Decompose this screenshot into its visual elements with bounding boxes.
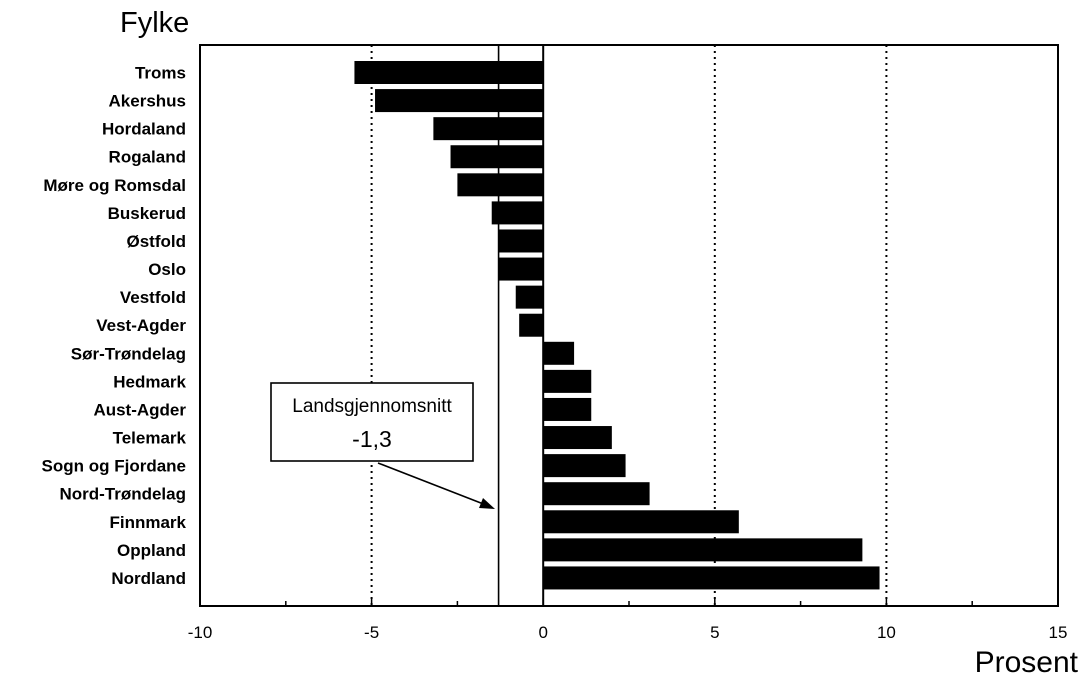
bar bbox=[543, 454, 626, 478]
bar bbox=[450, 145, 544, 169]
bar bbox=[543, 397, 592, 421]
x-tick-label: 15 bbox=[1049, 623, 1068, 642]
bar bbox=[515, 285, 544, 309]
annotation-arrow-head bbox=[479, 498, 495, 509]
bar bbox=[491, 201, 544, 225]
category-label: Akershus bbox=[109, 92, 186, 111]
category-labels: Troms Akershus Hordaland Rogaland Møre og Ro… bbox=[42, 64, 187, 588]
bar bbox=[543, 538, 863, 562]
category-label: Telemark bbox=[113, 429, 187, 448]
category-label: Oppland bbox=[117, 541, 186, 560]
bar bbox=[498, 229, 544, 253]
category-label: Troms bbox=[135, 64, 186, 83]
x-ticks: -10 -5 0 5 10 15 bbox=[188, 598, 1068, 642]
bar bbox=[543, 566, 880, 590]
category-label: Møre og Romsdal bbox=[43, 176, 186, 195]
category-label: Aust-Agder bbox=[93, 400, 186, 419]
bar bbox=[519, 313, 544, 337]
bar bbox=[543, 341, 575, 365]
bar bbox=[543, 369, 592, 393]
x-tick-label: 5 bbox=[710, 623, 719, 642]
y-axis-title: Fylke bbox=[120, 7, 189, 39]
category-label: Buskerud bbox=[108, 204, 186, 223]
bar bbox=[543, 426, 612, 450]
x-tick-label: -10 bbox=[188, 623, 213, 642]
reference-annotation: Landsgjennomsnitt -1,3 bbox=[270, 382, 495, 509]
bar bbox=[433, 117, 544, 141]
category-label: Sør-Trøndelag bbox=[71, 344, 186, 363]
category-label: Østfold bbox=[127, 232, 187, 251]
category-label: Nordland bbox=[111, 569, 186, 588]
bar bbox=[457, 173, 544, 197]
bar bbox=[375, 89, 544, 113]
bar bbox=[498, 257, 544, 281]
x-tick-label: -5 bbox=[364, 623, 379, 642]
annotation-box bbox=[270, 382, 474, 462]
category-label: Hedmark bbox=[113, 372, 186, 391]
bar bbox=[543, 482, 650, 506]
category-label: Sogn og Fjordane bbox=[42, 457, 187, 476]
category-label: Hordaland bbox=[102, 120, 186, 139]
category-label: Finnmark bbox=[109, 513, 186, 532]
category-label: Rogaland bbox=[109, 148, 186, 167]
annotation-value: -1,3 bbox=[352, 426, 392, 452]
annotation-label: Landsgjennomsnitt bbox=[292, 396, 452, 417]
category-label: Nord-Trøndelag bbox=[59, 485, 186, 504]
bars bbox=[354, 61, 880, 590]
x-tick-label: 0 bbox=[538, 623, 547, 642]
annotation-arrow-shaft bbox=[377, 462, 487, 506]
x-tick-label: 10 bbox=[877, 623, 896, 642]
bar bbox=[543, 510, 739, 534]
bar bbox=[354, 61, 544, 84]
x-axis-title: Prosent bbox=[975, 646, 1079, 679]
category-label: Vest-Agder bbox=[96, 316, 186, 335]
category-label: Vestfold bbox=[120, 288, 186, 307]
category-label: Oslo bbox=[148, 260, 186, 279]
